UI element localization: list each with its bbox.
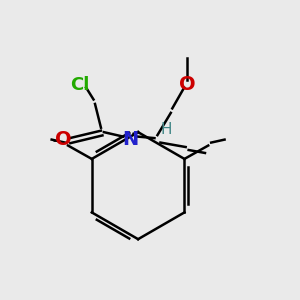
Text: H: H	[160, 122, 172, 137]
Text: —: —	[52, 136, 64, 146]
Text: O: O	[179, 75, 196, 94]
Text: O: O	[56, 130, 72, 149]
Text: N: N	[123, 130, 139, 149]
Text: Cl: Cl	[70, 76, 90, 94]
